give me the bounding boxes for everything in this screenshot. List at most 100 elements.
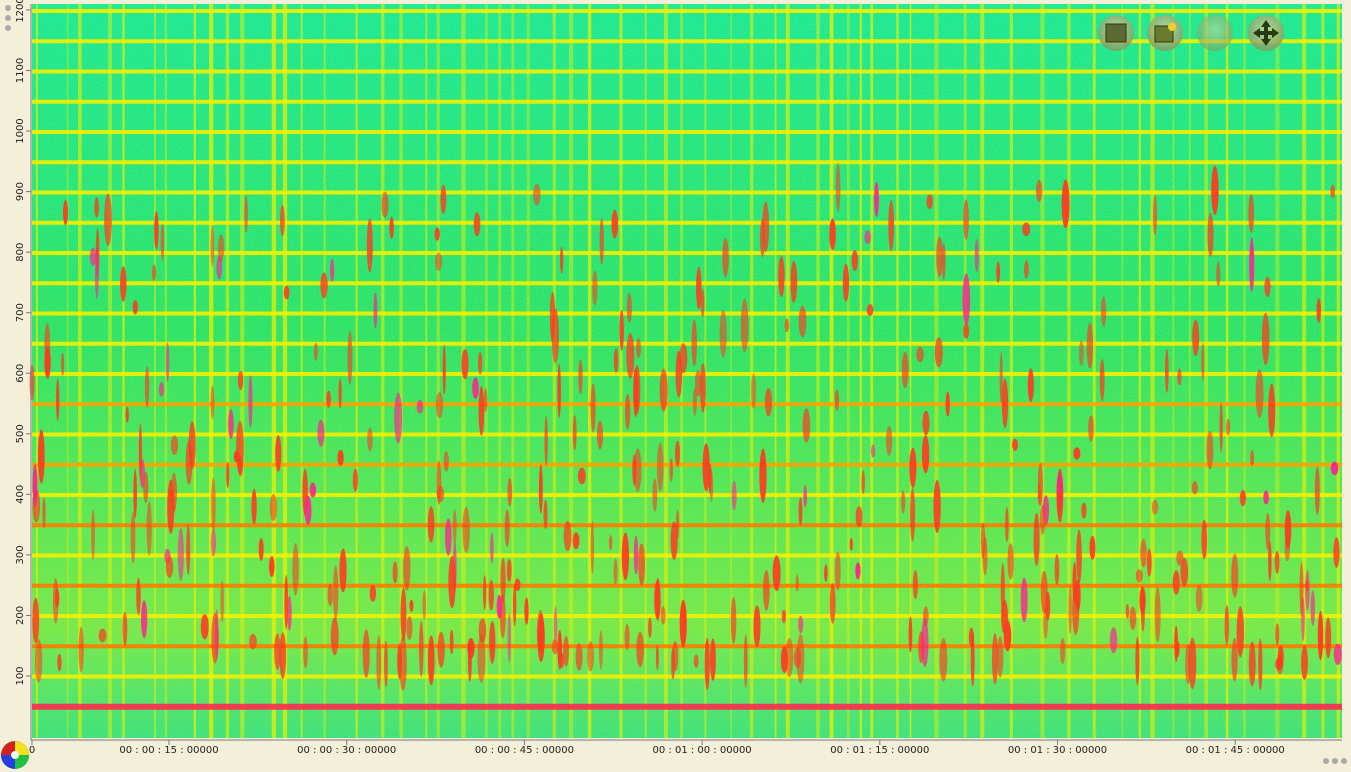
call [1036, 179, 1043, 203]
call [132, 300, 138, 315]
call [849, 538, 853, 551]
call [1154, 587, 1161, 643]
streak [399, 4, 403, 738]
call [1177, 368, 1182, 386]
call [916, 346, 924, 363]
call [1027, 368, 1034, 403]
harmonic-row [32, 402, 1342, 407]
call [362, 629, 370, 678]
x-tick-label: 00 : 00 : 15 : 00000 [119, 745, 218, 756]
call [1012, 438, 1019, 451]
call [710, 638, 716, 682]
call [700, 289, 705, 318]
call [1248, 194, 1255, 233]
call [326, 390, 332, 408]
harmonic-row [32, 99, 1342, 104]
call [871, 444, 876, 458]
call [699, 363, 706, 413]
streak [282, 4, 288, 738]
streak [749, 4, 754, 738]
streak [1150, 4, 1155, 738]
call [790, 260, 798, 304]
call [274, 633, 281, 670]
call [563, 520, 572, 552]
call [389, 216, 394, 239]
call [921, 618, 929, 668]
call [437, 631, 445, 668]
call [280, 204, 285, 237]
call [400, 587, 407, 641]
call [472, 377, 479, 399]
call [751, 373, 756, 409]
call [980, 522, 986, 559]
call [1135, 569, 1143, 583]
call [338, 378, 342, 409]
streak [271, 4, 277, 738]
call [908, 616, 913, 653]
call [1301, 645, 1308, 680]
call [1101, 296, 1107, 327]
harmonic-row [32, 251, 1342, 255]
all-button[interactable] [1197, 15, 1233, 51]
call [1284, 535, 1291, 562]
call [1020, 577, 1028, 623]
streak [934, 4, 939, 738]
call [483, 388, 488, 413]
color-wheel[interactable] [1, 741, 29, 769]
call [1268, 540, 1272, 582]
call [427, 635, 435, 686]
call [186, 524, 191, 575]
streak [1336, 4, 1340, 738]
call [98, 628, 107, 643]
call [165, 556, 174, 578]
call [1333, 537, 1340, 568]
call [467, 640, 472, 682]
call [406, 616, 413, 640]
call [1172, 570, 1180, 595]
streak [66, 4, 69, 738]
call [590, 520, 595, 575]
call [507, 612, 511, 663]
call [855, 506, 863, 528]
harmonic-row [32, 493, 1342, 497]
call [283, 285, 290, 300]
y-tick-label: 1000 [15, 118, 26, 143]
call [763, 569, 770, 611]
call [333, 565, 339, 621]
call [500, 557, 506, 604]
call [143, 471, 149, 504]
call [538, 464, 543, 514]
call [373, 292, 378, 329]
call [693, 654, 699, 668]
call [217, 234, 225, 262]
harmonic-row [32, 523, 1342, 528]
call [1255, 369, 1264, 418]
harmonic-row [32, 583, 1342, 588]
call [120, 266, 127, 302]
call [772, 555, 781, 592]
call [473, 212, 481, 237]
call [170, 472, 177, 512]
call [1151, 499, 1159, 515]
call [1175, 640, 1180, 658]
call [1140, 589, 1145, 632]
call [449, 629, 454, 655]
call [32, 464, 38, 507]
call [329, 259, 335, 282]
harmonic-row [32, 130, 1342, 134]
call [1068, 585, 1072, 634]
call [1265, 512, 1271, 550]
call [1192, 319, 1200, 357]
select-icon [1105, 23, 1127, 43]
call [122, 611, 128, 647]
call [1330, 184, 1335, 199]
call [1152, 194, 1158, 236]
call [384, 640, 388, 688]
call [702, 443, 710, 492]
call [130, 512, 136, 564]
call [434, 252, 443, 271]
call [1001, 599, 1008, 635]
call [125, 406, 129, 423]
call [636, 338, 641, 358]
call [1033, 512, 1040, 567]
